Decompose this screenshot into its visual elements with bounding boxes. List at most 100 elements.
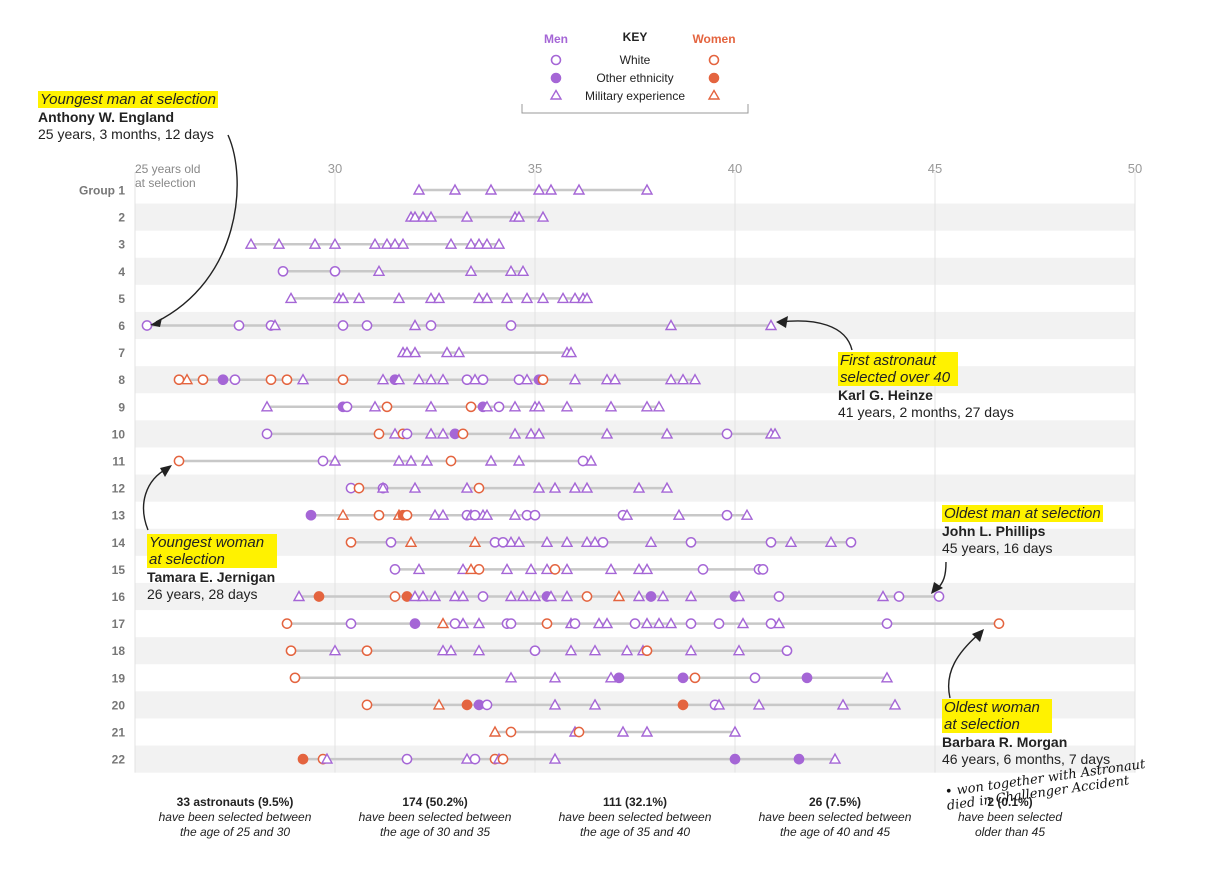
other-ethnicity-marker <box>313 591 325 602</box>
white-marker <box>345 618 357 629</box>
other-ethnicity-marker <box>729 753 741 765</box>
summary-25-30: 33 astronauts (9.5%) have been selected … <box>155 795 315 840</box>
military-marker <box>620 644 634 656</box>
y-category-label: 22 <box>112 753 126 767</box>
white-marker <box>173 455 185 467</box>
military-marker <box>424 400 438 412</box>
military-marker <box>512 210 526 222</box>
military-marker <box>632 562 646 575</box>
white-marker <box>713 618 725 629</box>
white-marker <box>353 482 365 494</box>
military-marker <box>424 373 438 385</box>
white-marker <box>505 726 517 738</box>
military-marker <box>732 644 746 656</box>
white-marker <box>573 726 585 738</box>
key-men-white-icon <box>550 54 562 66</box>
military-marker <box>672 508 686 520</box>
military-marker <box>604 671 618 683</box>
military-marker <box>460 481 474 493</box>
military-marker <box>516 590 530 602</box>
military-marker <box>644 535 658 547</box>
white-marker <box>233 320 245 331</box>
military-marker <box>444 237 458 249</box>
military-marker <box>824 535 838 547</box>
white-marker <box>881 618 893 629</box>
white-marker <box>569 618 581 629</box>
military-marker <box>656 590 670 602</box>
military-marker <box>836 698 850 710</box>
military-marker <box>400 346 414 358</box>
military-marker <box>504 535 518 547</box>
annotation-oldest-man-age: 45 years, 16 days <box>942 540 1053 556</box>
military-marker <box>504 264 518 276</box>
white-marker <box>141 320 153 331</box>
military-marker <box>524 562 538 575</box>
military-marker <box>336 508 350 520</box>
military-marker <box>620 508 634 520</box>
military-marker <box>392 454 406 466</box>
military-marker <box>464 562 478 575</box>
key-men-military-icon <box>549 89 563 100</box>
white-marker <box>581 591 593 602</box>
white-marker <box>361 645 373 657</box>
military-marker <box>632 481 646 493</box>
military-marker <box>632 590 646 602</box>
y-category-label: 6 <box>118 319 125 333</box>
annotation-oldest-woman-age: 46 years, 6 months, 7 days <box>942 751 1111 767</box>
military-marker <box>500 291 514 304</box>
key: Men KEY Women White Other ethnicity Mili… <box>521 30 749 114</box>
military-marker <box>472 644 486 656</box>
military-marker <box>424 210 438 222</box>
military-marker <box>568 373 582 385</box>
white-marker <box>261 428 273 440</box>
military-marker <box>456 590 470 602</box>
white-marker <box>845 536 857 548</box>
white-marker <box>425 320 437 331</box>
military-marker <box>376 481 390 493</box>
key-men-label: Men <box>544 32 568 46</box>
y-category-label: 15 <box>112 563 126 577</box>
white-marker <box>361 320 373 331</box>
military-marker <box>508 508 522 520</box>
annotation-first-over-40-title: First astronaut selected over 40 <box>838 352 958 386</box>
military-marker <box>652 617 666 629</box>
military-marker <box>592 617 606 629</box>
military-marker <box>292 590 306 602</box>
white-marker <box>345 536 357 548</box>
military-marker <box>416 210 430 222</box>
military-marker <box>548 671 562 683</box>
military-marker <box>588 698 602 710</box>
military-marker <box>392 291 406 304</box>
military-marker <box>368 237 382 249</box>
military-marker <box>428 508 442 520</box>
military-marker <box>500 562 514 575</box>
military-marker <box>532 400 546 412</box>
military-marker <box>416 590 430 602</box>
military-marker <box>408 346 422 358</box>
other-ethnicity-marker <box>613 672 625 684</box>
white-marker <box>721 428 733 440</box>
military-marker <box>320 752 334 764</box>
white-marker <box>749 672 761 684</box>
white-marker <box>317 455 329 467</box>
summary-35-40: 111 (32.1%) have been selected between t… <box>555 795 715 840</box>
military-marker <box>532 427 546 439</box>
military-marker <box>480 508 494 520</box>
military-marker <box>260 400 274 412</box>
military-marker <box>440 346 454 358</box>
y-axis-labels: Group 1 2 3 4 5 6 7 8 9 10 11 12 13 14 15 16 17 18 19 20 21 2… <box>79 184 125 767</box>
white-marker <box>337 374 349 386</box>
military-marker <box>472 617 486 629</box>
military-marker <box>464 237 478 249</box>
military-marker <box>520 291 534 304</box>
white-marker <box>329 265 341 277</box>
annotation-oldest-woman-title: Oldest woman at selection <box>942 699 1052 733</box>
y-category-label: 14 <box>112 536 126 550</box>
military-marker <box>352 291 366 304</box>
white-marker <box>597 536 609 548</box>
military-marker <box>420 454 434 466</box>
white-marker <box>685 618 697 629</box>
military-marker <box>368 400 382 412</box>
white-marker <box>197 374 209 386</box>
military-marker <box>408 481 422 493</box>
